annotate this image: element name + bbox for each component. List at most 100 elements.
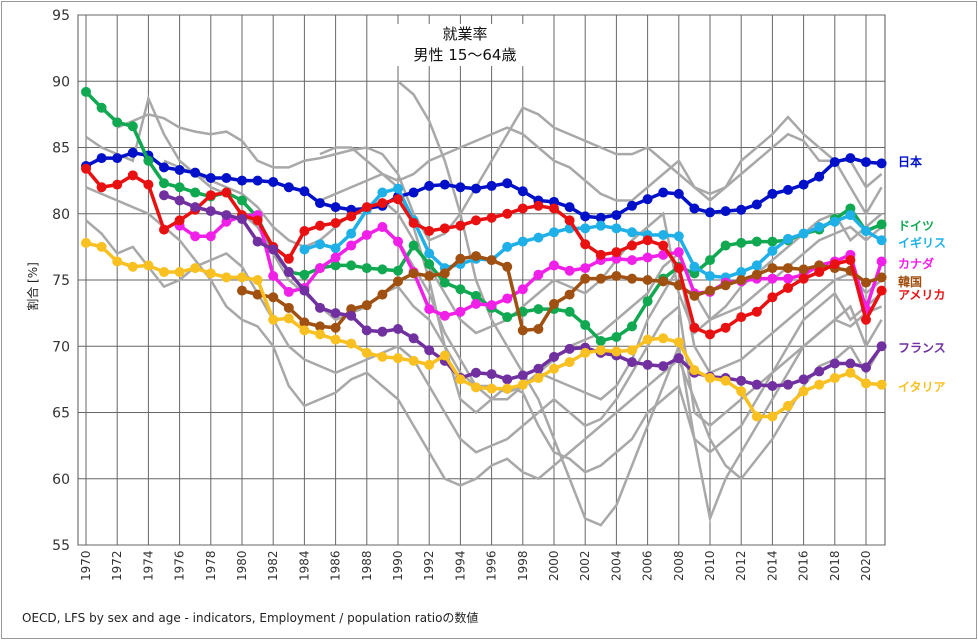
data-point — [814, 379, 825, 390]
highlighted-series — [81, 86, 887, 422]
data-point — [595, 273, 606, 284]
data-point — [268, 314, 279, 325]
data-point — [127, 121, 138, 132]
data-point — [517, 203, 528, 214]
data-point — [190, 231, 201, 242]
data-point — [564, 265, 575, 276]
series-line — [84, 167, 884, 337]
data-point — [767, 236, 778, 247]
data-point — [361, 347, 372, 358]
data-point — [205, 231, 216, 242]
data-point — [767, 273, 778, 284]
data-point — [564, 215, 575, 226]
data-point — [783, 379, 793, 390]
data-point — [720, 375, 731, 386]
data-point — [845, 210, 856, 221]
data-point — [861, 378, 871, 389]
data-point — [502, 312, 513, 323]
data-point — [767, 381, 778, 391]
data-point — [346, 260, 357, 271]
data-point — [564, 357, 575, 368]
data-point — [299, 285, 310, 296]
data-point — [455, 182, 466, 193]
data-point — [143, 260, 154, 271]
data-point — [283, 286, 294, 297]
data-point — [658, 276, 669, 287]
series-label: アメリカ — [898, 288, 945, 302]
data-point — [361, 202, 372, 213]
y-axis-label: 割合 [%] — [25, 262, 40, 311]
data-point — [190, 263, 201, 274]
data-point — [174, 182, 185, 193]
data-point — [876, 219, 887, 230]
data-point — [346, 228, 357, 239]
data-point — [471, 251, 481, 262]
data-point — [502, 383, 513, 394]
series-line — [85, 151, 882, 220]
chart-title-box: 就業率 男性 15〜64歳 — [395, 24, 535, 66]
data-point — [736, 267, 747, 278]
x-tick-label: 2010 — [703, 550, 717, 581]
data-point — [642, 296, 653, 307]
data-point — [720, 240, 731, 251]
y-tick-label: 55 — [52, 538, 70, 554]
chart-title: 就業率 — [442, 25, 488, 43]
data-point — [705, 285, 715, 296]
data-point — [580, 223, 591, 234]
x-tick-label: 1986 — [329, 550, 343, 581]
series-label: ドイツ — [898, 219, 934, 233]
data-point — [315, 198, 325, 209]
x-tick-label: 1982 — [266, 550, 280, 581]
data-point — [471, 382, 481, 393]
data-point — [876, 341, 887, 352]
data-point — [471, 183, 481, 194]
y-tick-label: 80 — [52, 207, 70, 223]
data-point — [767, 188, 778, 199]
x-tick-label: 1998 — [516, 550, 530, 581]
x-tick-label: 1974 — [141, 550, 155, 581]
data-point — [377, 351, 388, 362]
data-point — [190, 202, 201, 213]
data-point — [814, 171, 825, 182]
x-tick-label: 2000 — [547, 550, 561, 581]
data-point — [783, 273, 793, 284]
data-point — [96, 182, 107, 193]
x-tick-label: 1980 — [235, 550, 249, 581]
data-point — [627, 255, 637, 266]
data-point — [689, 290, 700, 301]
data-point — [595, 335, 606, 346]
data-point — [751, 379, 762, 390]
data-point — [861, 157, 871, 168]
data-point — [517, 379, 528, 390]
data-point — [299, 225, 310, 236]
data-point — [221, 210, 232, 221]
data-point — [658, 187, 669, 198]
data-point — [798, 374, 809, 385]
data-point — [517, 370, 528, 381]
data-point — [783, 233, 793, 244]
data-point — [330, 252, 341, 263]
x-tick-label: 1984 — [297, 550, 311, 581]
data-point — [486, 369, 497, 380]
data-point — [112, 179, 123, 190]
series-0 — [81, 147, 887, 223]
data-point — [876, 235, 887, 246]
data-point — [143, 155, 154, 166]
data-point — [564, 202, 575, 213]
x-tick-label: 2008 — [672, 550, 686, 581]
data-point — [673, 247, 684, 258]
data-point — [315, 329, 325, 340]
data-point — [829, 216, 840, 227]
data-point — [845, 358, 856, 369]
data-point — [486, 383, 497, 394]
data-point — [798, 273, 809, 284]
data-point — [642, 252, 653, 263]
data-point — [627, 345, 637, 356]
data-point — [393, 276, 403, 287]
data-point — [564, 343, 575, 354]
data-point — [252, 289, 263, 300]
data-point — [829, 157, 840, 168]
data-point — [736, 275, 747, 285]
data-point — [439, 277, 450, 288]
